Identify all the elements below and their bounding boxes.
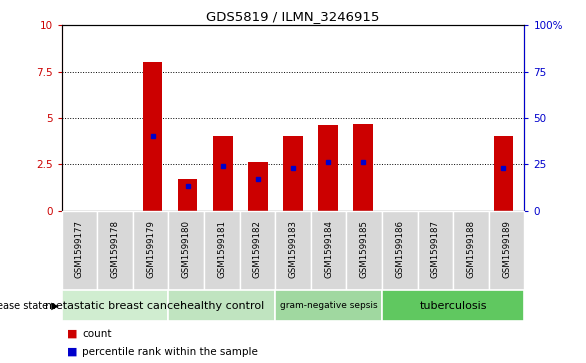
Bar <box>353 123 373 211</box>
Bar <box>178 179 197 211</box>
Text: disease state ▶: disease state ▶ <box>0 301 59 311</box>
Text: count: count <box>82 329 111 339</box>
Bar <box>318 125 338 211</box>
Text: healthy control: healthy control <box>180 301 264 311</box>
Text: GSM1599189: GSM1599189 <box>502 220 511 278</box>
Text: GSM1599182: GSM1599182 <box>253 220 262 278</box>
Text: GSM1599187: GSM1599187 <box>431 220 440 278</box>
Text: ■: ■ <box>67 347 78 357</box>
Text: percentile rank within the sample: percentile rank within the sample <box>82 347 258 357</box>
Text: GSM1599178: GSM1599178 <box>110 220 120 278</box>
Title: GDS5819 / ILMN_3246915: GDS5819 / ILMN_3246915 <box>206 10 380 23</box>
Bar <box>248 162 268 211</box>
Text: metastatic breast cancer: metastatic breast cancer <box>45 301 185 311</box>
Text: GSM1599185: GSM1599185 <box>360 220 369 278</box>
Text: GSM1599181: GSM1599181 <box>217 220 226 278</box>
Text: tuberculosis: tuberculosis <box>420 301 487 311</box>
Text: GSM1599180: GSM1599180 <box>182 220 190 278</box>
Bar <box>143 62 162 211</box>
Text: GSM1599188: GSM1599188 <box>466 220 476 278</box>
Text: GSM1599177: GSM1599177 <box>75 220 84 278</box>
Text: ■: ■ <box>67 329 78 339</box>
Text: GSM1599179: GSM1599179 <box>146 220 155 278</box>
Text: gram-negative sepsis: gram-negative sepsis <box>280 301 377 310</box>
Bar <box>213 136 233 211</box>
Text: GSM1599183: GSM1599183 <box>288 220 298 278</box>
Text: GSM1599184: GSM1599184 <box>324 220 333 278</box>
Bar <box>494 136 513 211</box>
Text: GSM1599186: GSM1599186 <box>396 220 404 278</box>
Bar <box>284 136 302 211</box>
